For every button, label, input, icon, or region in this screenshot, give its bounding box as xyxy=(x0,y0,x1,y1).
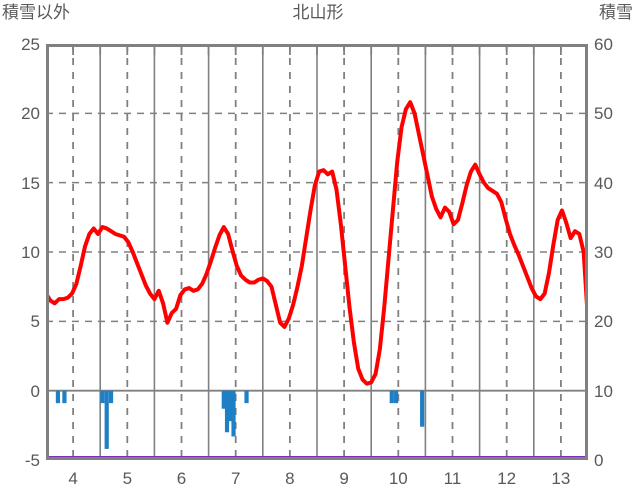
temperature-line xyxy=(46,100,588,386)
y-tick-right-20: 20 xyxy=(594,312,613,332)
x-tick-8: 8 xyxy=(285,469,295,488)
y-tick-left-0: 0 xyxy=(30,381,40,401)
y-tick-right-50: 50 xyxy=(594,104,613,124)
x-tick-6: 6 xyxy=(176,469,187,488)
y-tick-left-15: 15 xyxy=(21,173,40,193)
chart-title: 北山形 xyxy=(292,3,344,22)
x-tick-9: 9 xyxy=(339,469,349,488)
y-tick-left-5: 5 xyxy=(30,312,40,332)
y-tick-left-neg5: -5 xyxy=(24,451,40,470)
y-tick-right-30: 30 xyxy=(594,243,613,262)
right-axis-title: 積雪 xyxy=(599,3,633,22)
precipitation-bars xyxy=(55,390,425,449)
x-tick-10: 10 xyxy=(388,469,408,488)
y-tick-right-10: 10 xyxy=(594,381,613,401)
horizontal-gridlines xyxy=(46,112,588,392)
x-tick-7: 7 xyxy=(230,469,241,488)
y-tick-left-25: 25 xyxy=(21,35,40,54)
x-tick-11: 11 xyxy=(443,469,462,488)
plot-frame xyxy=(46,44,588,460)
plot-area xyxy=(46,44,588,460)
x-tick-12: 12 xyxy=(497,469,517,488)
y-tick-left-10: 10 xyxy=(21,243,40,262)
x-tick-5: 5 xyxy=(122,469,133,488)
y-tick-right-0: 0 xyxy=(594,451,604,470)
y-tick-left-20: 20 xyxy=(21,104,40,124)
chart-canvas xyxy=(46,44,588,460)
y-tick-right-60: 60 xyxy=(594,35,613,54)
left-axis-title: 積雪以外 xyxy=(2,3,70,22)
x-tick-4: 4 xyxy=(68,469,78,488)
x-tick-13: 13 xyxy=(551,469,571,488)
y-tick-right-40: 40 xyxy=(594,173,613,193)
